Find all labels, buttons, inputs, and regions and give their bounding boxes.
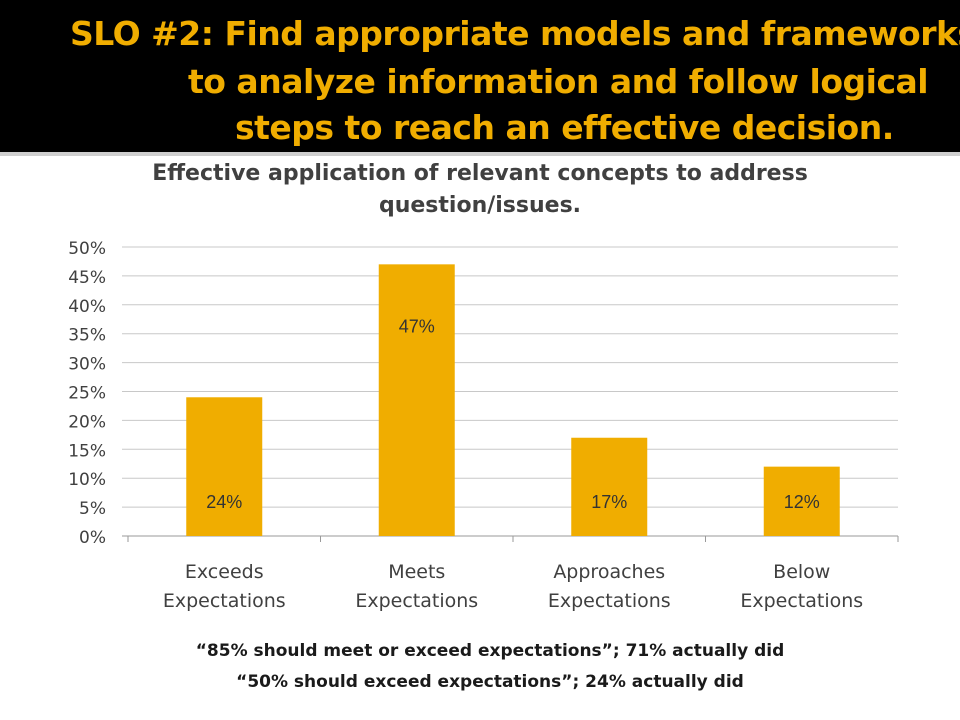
y-tick-label: 45% xyxy=(68,268,106,288)
category-label: Expectations xyxy=(740,590,863,612)
bar xyxy=(571,437,648,536)
category-label: Approaches xyxy=(553,561,665,583)
category-label: Meets xyxy=(388,561,445,583)
data-label: 12% xyxy=(784,492,820,512)
category-label: Below xyxy=(773,561,830,583)
y-tick-label: 40% xyxy=(68,297,106,317)
slide-title-line-2: to analyze information and follow logica… xyxy=(188,62,929,101)
category-label: Expectations xyxy=(355,590,478,612)
slide-title-line-3: steps to reach an effective decision. xyxy=(235,108,894,147)
data-label: 47% xyxy=(399,316,435,336)
bar xyxy=(186,397,263,536)
y-tick-label: 5% xyxy=(79,499,106,519)
category-label: Expectations xyxy=(163,590,286,612)
y-tick-label: 25% xyxy=(68,384,106,404)
y-tick-label: 10% xyxy=(68,470,106,490)
data-label: 17% xyxy=(591,492,627,512)
footnote-exceed: “50% should exceed expectations”; 24% ac… xyxy=(236,672,744,692)
y-tick-label: 0% xyxy=(79,528,106,548)
category-label: Exceeds xyxy=(185,561,264,583)
y-tick-label: 15% xyxy=(68,441,106,461)
y-tick-label: 35% xyxy=(68,326,106,346)
chart-title: Effective application of relevant concep… xyxy=(120,158,840,222)
title-banner xyxy=(0,0,960,152)
y-tick-label: 20% xyxy=(68,412,106,432)
bar xyxy=(378,264,455,536)
chart-title-line-1: Effective application of relevant concep… xyxy=(152,161,808,186)
slide-title-line-1: SLO #2: Find appropriate models and fram… xyxy=(70,14,960,53)
title-divider xyxy=(0,152,960,156)
bar xyxy=(763,466,840,536)
y-tick-label: 50% xyxy=(68,239,106,259)
data-label: 24% xyxy=(206,492,242,512)
chart-title-line-2: question/issues. xyxy=(378,193,582,218)
category-label: Expectations xyxy=(548,590,671,612)
y-tick-label: 30% xyxy=(68,355,106,375)
footnote-meet-or-exceed: “85% should meet or exceed expectations”… xyxy=(195,641,785,661)
